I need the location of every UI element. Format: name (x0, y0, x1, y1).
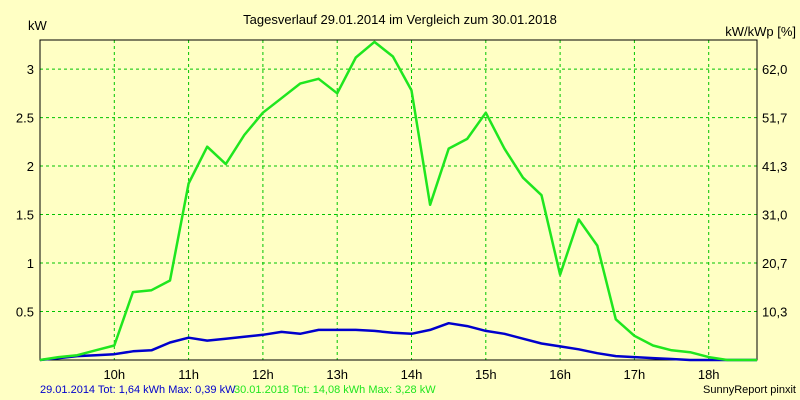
series-lines (39, 40, 757, 362)
axis-ticks: 10h 11h 12h 13h 14h 15h 16h 17h 18h 0.5 10,3 1 20,7 1… (16, 62, 787, 382)
footer-summary-2018: 30.01.2018 Tot: 14,08 kWh Max: 3,28 kW (234, 384, 436, 396)
x-tick-label: 15h (475, 367, 497, 382)
y-tick-label-right: 31,0 (762, 208, 787, 223)
plot-frame (39, 39, 758, 361)
series-line-29-01-2014 (39, 321, 757, 362)
x-tick-label: 14h (401, 367, 423, 382)
y-axis-label-left: kW (28, 18, 48, 33)
y-tick-label-left: 3 (27, 62, 34, 77)
y-tick-label-right: 62,0 (762, 62, 787, 77)
y-tick-label-right: 41,3 (762, 159, 787, 174)
y-axis-label-right: kW/kWp [%] (725, 24, 796, 39)
series-line-30-01-2018 (39, 40, 757, 362)
y-tick-label-left: 1.5 (16, 208, 34, 223)
grid (40, 40, 757, 360)
y-tick-label-right: 10,3 (762, 305, 787, 320)
y-tick-label-right: 20,7 (762, 256, 787, 271)
y-tick-label-right: 51,7 (762, 111, 787, 126)
y-tick-label-left: 1 (27, 256, 34, 271)
y-tick-label-left: 2 (27, 159, 34, 174)
x-tick-label: 18h (698, 367, 720, 382)
y-tick-label-left: 2.5 (16, 111, 34, 126)
x-tick-label: 13h (326, 367, 348, 382)
x-tick-label: 11h (178, 367, 199, 382)
x-tick-label: 17h (624, 367, 646, 382)
x-tick-label: 16h (549, 367, 571, 382)
chart-title: Tagesverlauf 29.01.2014 im Vergleich zum… (243, 12, 557, 27)
x-tick-label: 10h (103, 367, 125, 382)
y-tick-label-left: 0.5 (16, 305, 34, 320)
x-tick-label: 12h (252, 367, 274, 382)
footer-summary-2014: 29.01.2014 Tot: 1,64 kWh Max: 0,39 kW (40, 384, 236, 396)
footer-credit: SunnyReport pinxit (703, 384, 796, 396)
